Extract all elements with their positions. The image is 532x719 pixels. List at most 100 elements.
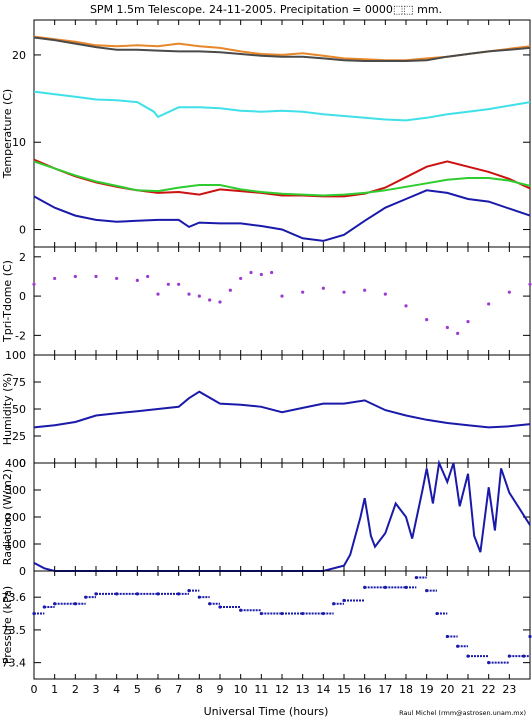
panel-0: 0 10 20 Temperature (C) xyxy=(1,19,531,248)
data-point xyxy=(73,602,77,606)
data-point xyxy=(177,592,181,596)
data-point xyxy=(466,654,470,658)
data-point xyxy=(135,592,139,596)
data-point xyxy=(218,300,222,304)
data-point xyxy=(218,605,222,609)
data-point xyxy=(42,605,46,609)
data-point xyxy=(321,611,325,616)
x-tick-label: 19 xyxy=(420,683,434,696)
data-point xyxy=(414,575,418,580)
y-axis-label: Radiation (W/m2) xyxy=(1,469,14,565)
data-point xyxy=(383,585,387,589)
x-tick-label: 2 xyxy=(72,683,79,696)
figure-title: SPM 1.5m Telescope. 24-11-2005. Precipit… xyxy=(90,3,442,16)
data-point xyxy=(239,276,243,281)
data-point xyxy=(259,611,263,616)
x-tick-label: 0 xyxy=(31,683,38,696)
y-tick-label: 400 xyxy=(5,457,26,470)
data-point xyxy=(435,611,439,616)
data-point xyxy=(404,304,408,308)
data-point xyxy=(363,288,367,292)
data-point xyxy=(197,595,201,599)
data-point xyxy=(187,589,191,593)
panel-frame xyxy=(33,246,531,356)
x-tick-label: 7 xyxy=(175,683,182,696)
data-point xyxy=(301,290,305,294)
data-point xyxy=(146,274,150,279)
y-tick-label: 100 xyxy=(5,349,26,362)
data-point xyxy=(259,272,263,277)
panel-frame xyxy=(33,354,531,464)
data-point xyxy=(280,294,284,298)
data-point xyxy=(321,286,325,290)
data-point xyxy=(53,276,57,281)
y-tick-label: 0 xyxy=(19,565,26,578)
x-tick-label: 12 xyxy=(275,683,289,696)
data-point xyxy=(249,270,253,275)
data-point xyxy=(528,282,532,286)
y-tick-label: 75 xyxy=(12,376,26,389)
y-axis-label: Tpri-Tdome (C) xyxy=(1,260,14,343)
data-point xyxy=(528,634,532,639)
data-point xyxy=(270,270,274,275)
y-tick-label: 100 xyxy=(5,538,26,551)
data-point xyxy=(425,589,429,593)
data-point xyxy=(404,585,408,589)
x-tick-label: 11 xyxy=(254,683,268,696)
data-point xyxy=(135,278,139,282)
data-point xyxy=(301,611,305,616)
x-tick-label: 16 xyxy=(358,683,372,696)
data-point xyxy=(156,592,160,596)
series-line-3 xyxy=(33,158,531,198)
data-point xyxy=(332,602,336,606)
x-tick-label: 5 xyxy=(134,683,141,696)
data-point xyxy=(177,282,181,286)
x-tick-label: 4 xyxy=(113,683,120,696)
x-axis-label: Universal Time (hours) xyxy=(204,705,329,718)
data-point xyxy=(197,294,201,298)
x-tick-label: 1 xyxy=(51,683,58,696)
data-point xyxy=(156,292,160,296)
data-point xyxy=(208,298,212,302)
data-point xyxy=(522,654,526,658)
panel-1: -2 0 2 Tpri-Tdome (C) xyxy=(1,246,532,356)
data-point xyxy=(456,644,460,648)
data-point xyxy=(507,290,511,294)
data-point xyxy=(445,325,449,330)
data-point xyxy=(280,611,284,616)
data-point xyxy=(425,318,429,322)
y-tick-label: 73.6 xyxy=(2,591,27,604)
y-tick-label: 200 xyxy=(5,511,26,524)
x-tick-label: 14 xyxy=(316,683,330,696)
data-point xyxy=(166,282,170,286)
x-tick-label: 8 xyxy=(196,683,203,696)
y-tick-label: -2 xyxy=(15,329,26,342)
y-axis-label: Humidity (%) xyxy=(1,373,14,445)
data-point xyxy=(445,634,449,639)
data-point xyxy=(239,608,243,612)
panel-2: 0 25 50 75 100 Humidity (%) xyxy=(1,349,531,470)
data-point xyxy=(228,288,232,292)
y-axis-label: Pressure (kPa) xyxy=(1,586,14,664)
data-point xyxy=(363,585,367,589)
data-point xyxy=(53,602,57,606)
data-point xyxy=(208,602,212,606)
y-tick-label: 20 xyxy=(12,49,26,62)
x-tick-label: 10 xyxy=(234,683,248,696)
x-tick-label: 22 xyxy=(482,683,496,696)
panel-frame xyxy=(33,570,531,680)
data-point xyxy=(507,654,511,658)
data-point xyxy=(115,276,119,281)
data-point xyxy=(32,611,36,616)
data-point xyxy=(487,661,491,665)
x-tick-label: 23 xyxy=(502,683,516,696)
data-point xyxy=(32,282,36,286)
author-credit: Raul Michel (rmm@astrosen.unam.mx) xyxy=(399,709,526,717)
x-tick-label: 6 xyxy=(155,683,162,696)
y-tick-label: 25 xyxy=(12,430,26,443)
x-tick-label: 3 xyxy=(93,683,100,696)
y-tick-label: 0 xyxy=(19,224,26,237)
